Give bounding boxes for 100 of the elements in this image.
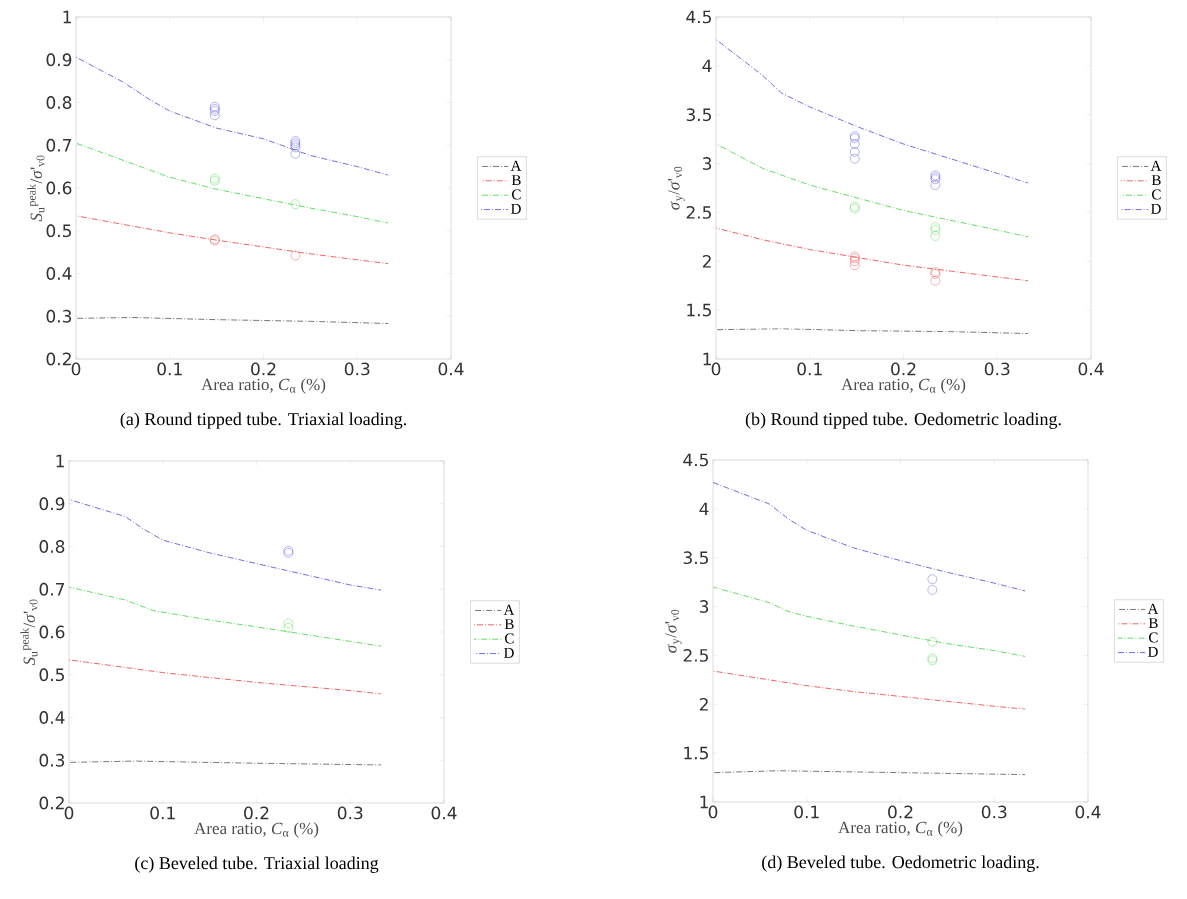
y-tick-label: 1 — [703, 352, 711, 366]
x-tick-label: 0.1 — [794, 805, 819, 819]
legend-label: B — [511, 175, 521, 186]
legend-label: C — [505, 633, 514, 644]
x-tick-label: 0.4 — [431, 806, 457, 820]
y-tick-label: 0.5 — [39, 668, 64, 682]
point — [930, 231, 941, 241]
text: (b) Round tipped tube. Oedometric loading. — [745, 412, 1061, 429]
y-tick-label: 0.2 — [46, 352, 71, 366]
x-tick-label: 0 — [711, 362, 721, 376]
x-tick-label: 0.4 — [1075, 805, 1101, 819]
y-tick-label: 3.5 — [683, 551, 708, 565]
y-tick-label: 0.9 — [46, 53, 72, 67]
x-axis-title: Area ratio, C$_{α}$ (%) — [201, 378, 326, 394]
legend-label: D — [1148, 646, 1158, 657]
x-tick-label: 0.1 — [797, 362, 822, 376]
x-axis-title: Area ratio, C$_{α}$ (%) — [194, 822, 319, 838]
point — [850, 147, 860, 157]
point — [290, 149, 301, 159]
y-tick-label: 0.3 — [39, 753, 65, 767]
point — [283, 618, 294, 629]
line-series — [69, 659, 382, 695]
x-tick-label: 0.4 — [1078, 362, 1104, 376]
point — [927, 585, 938, 595]
y-tick-label: 3 — [702, 157, 712, 170]
legend-label: A — [503, 604, 515, 615]
y-axis-title: σ$_{y}$/σ'$_{v0}$ — [665, 609, 682, 653]
y-tick-label: 0.5 — [46, 224, 71, 238]
legend-label: D — [504, 647, 514, 658]
point — [930, 180, 941, 190]
x-tick-label: 0 — [64, 806, 74, 820]
point — [930, 276, 941, 286]
y-tick-label: 0.6 — [39, 625, 65, 639]
y-axis-title: σ$_{y}$/σ'$_{v0}$ — [668, 166, 685, 210]
x-tick-label: 0.3 — [984, 362, 1010, 376]
x-tick-label: 0.1 — [157, 362, 182, 376]
legend-label: A — [510, 160, 522, 171]
y-tick-label: 3.5 — [686, 108, 711, 122]
y-tick-label: 0.2 — [39, 796, 64, 810]
point — [850, 260, 860, 270]
y-tick-label: 0.6 — [46, 181, 72, 195]
y-tick-label: 0.3 — [46, 309, 72, 323]
legend-label: C — [512, 189, 521, 200]
x-tick-label: 0.3 — [981, 805, 1007, 819]
legend-label: A — [1147, 603, 1159, 614]
point — [927, 574, 938, 584]
y-tick-label: 1.5 — [684, 746, 708, 760]
x-tick-label: 0.2 — [888, 805, 913, 819]
y-tick-label: 2.5 — [683, 648, 708, 662]
legend-label: B — [1148, 618, 1158, 629]
legend-label: B — [1151, 175, 1161, 186]
y-tick-label: 2 — [699, 697, 708, 711]
x-tick-label: 0.3 — [344, 362, 370, 376]
line-series — [76, 215, 389, 265]
legend-label: B — [504, 619, 514, 630]
line-series — [713, 482, 1026, 592]
x-tick-label: 0 — [708, 805, 718, 819]
y-tick-label: 2.5 — [686, 205, 711, 219]
legend-label: C — [1152, 189, 1161, 200]
y-tick-label: 3 — [699, 600, 709, 613]
legend-label: D — [511, 203, 521, 214]
x-tick-label: 0.2 — [251, 362, 276, 376]
line-series — [76, 56, 389, 176]
y-tick-label: 4 — [702, 59, 712, 73]
x-tick-label: 0.3 — [337, 806, 363, 820]
text: (c) Beveled tube. Triaxial loading — [135, 856, 379, 873]
line-series — [716, 227, 1029, 282]
y-tick-label: 0.4 — [39, 711, 65, 724]
legend-label: C — [1149, 632, 1158, 643]
y-tick-label: 1.5 — [687, 303, 711, 317]
point — [850, 139, 860, 149]
point — [283, 623, 294, 633]
line-series — [69, 586, 382, 647]
line-series — [76, 142, 389, 224]
x-tick-label: 0.1 — [150, 806, 175, 820]
y-tick-label: 4.5 — [686, 10, 711, 24]
x-tick-label: 0 — [71, 362, 81, 376]
x-tick-label: 0.2 — [244, 806, 269, 820]
point — [850, 153, 860, 164]
line-series — [713, 586, 1026, 657]
x-tick-label: 0.2 — [891, 362, 916, 376]
y-tick-label: 4 — [699, 502, 709, 516]
point — [927, 637, 938, 647]
y-tick-label: 0.4 — [46, 267, 72, 280]
y-tick-label: 4.5 — [683, 453, 708, 467]
y-tick-label: 1 — [63, 10, 71, 24]
x-axis-title: Area ratio, C$_{α}$ (%) — [838, 821, 963, 837]
y-tick-label: 0.7 — [46, 138, 72, 152]
y-tick-label: 1 — [56, 454, 64, 468]
y-axis-title: S$_{u}$$^{peak}$/σ'$_{v0}$ — [27, 155, 45, 222]
line-series — [716, 39, 1029, 184]
point — [290, 250, 301, 261]
y-axis-title: S$_{u}$$^{peak}$/σ'$_{v0}$ — [20, 599, 38, 666]
y-tick-label: 0.8 — [39, 540, 65, 553]
legend-label: D — [1151, 203, 1161, 214]
text: (a) Round tipped tube. Triaxial loading. — [120, 412, 406, 429]
point — [210, 110, 220, 121]
y-tick-label: 0.9 — [39, 497, 65, 511]
y-tick-label: 1 — [700, 795, 708, 809]
text: (d) Beveled tube. Oedometric loading. — [762, 855, 1039, 872]
